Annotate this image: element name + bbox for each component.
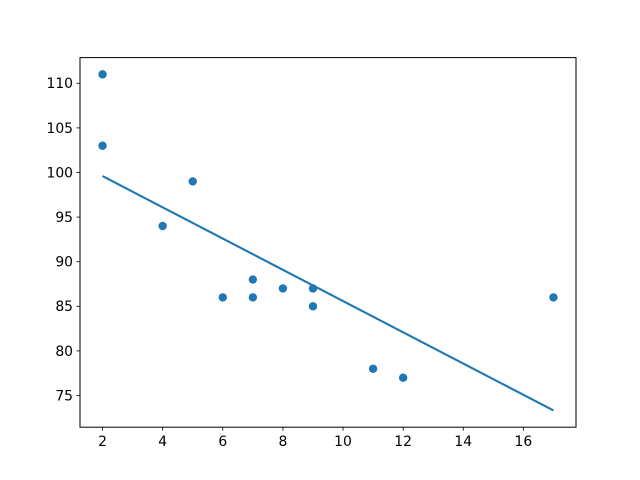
x-tick-label: 6 [218, 434, 227, 450]
scatter-point [308, 302, 318, 311]
x-tick-label: 14 [454, 434, 472, 450]
y-tick-label: 110 [46, 76, 73, 92]
x-tick-label: 10 [334, 434, 352, 450]
x-tick-label: 2 [98, 434, 107, 450]
scatter-point [98, 141, 107, 150]
x-tick-label: 8 [278, 434, 287, 450]
scatter-point [218, 293, 227, 302]
y-tick-label: 95 [55, 210, 73, 226]
y-tick-label: 90 [55, 255, 73, 271]
scatter-point [278, 284, 288, 293]
x-tick-label: 12 [394, 434, 412, 450]
scatter-point [398, 373, 408, 382]
x-tick-label: 16 [515, 434, 533, 450]
scatter-point [98, 70, 107, 79]
scatter-point [248, 275, 258, 284]
regression-line [102, 175, 554, 412]
y-tick-label: 75 [55, 388, 73, 404]
scatter-point [188, 177, 197, 186]
y-tick-label: 100 [46, 165, 73, 181]
y-tick-label: 85 [55, 299, 73, 315]
scatter-point [549, 293, 558, 302]
y-tick-label: 105 [46, 121, 73, 137]
x-tick-label: 4 [158, 434, 167, 450]
scatter-point [248, 293, 258, 302]
scatter-point [158, 221, 167, 231]
y-tick-label: 80 [55, 344, 73, 360]
scatter-point [368, 364, 378, 373]
axes-frame [79, 57, 577, 428]
